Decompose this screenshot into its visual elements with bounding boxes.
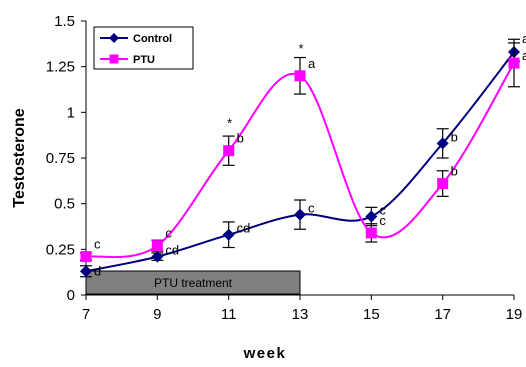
x-tick-label: 13 [292,306,309,323]
data-point [365,210,378,223]
treatment-annotation: PTU treatment [85,270,301,295]
data-point [365,227,377,239]
significance-label: a [308,56,316,71]
significance-label: cd [237,221,251,236]
y-tick-label: 0.5 [54,196,75,213]
significance-label: d [94,263,101,278]
series-ptu: ccb*a*cba [80,38,526,263]
x-tick-label: 15 [363,306,380,323]
significance-label: cd [165,243,179,258]
significance-star: * [298,41,303,56]
data-point [508,57,520,69]
x-tick-label: 11 [221,306,237,323]
data-point [294,208,306,221]
significance-label: a [522,48,526,63]
x-tick-label: 7 [82,306,90,323]
significance-label: c [308,201,315,216]
legend-item: PTU [100,54,155,66]
treatment-bar [85,270,301,295]
legend-marker [109,54,119,64]
data-point [151,240,163,252]
x-tick-label: 17 [434,306,451,323]
data-point [437,178,449,190]
axes: 0 0.25 0.5 0.75 1 1.25 1.5 7 9 11 13 15 17 19 [46,13,523,323]
significance-label: c [165,226,172,241]
significance-label: a [522,31,526,46]
x-tick-label: 9 [153,306,161,323]
legend: Control PTU [93,26,194,70]
significance-label: b [237,131,244,146]
significance-star: * [227,116,232,131]
data-point [223,145,235,157]
y-tick-label: 0.75 [46,150,75,167]
x-tick-label: 19 [506,306,523,323]
legend-label: PTU [133,54,155,66]
data-point [436,137,449,150]
data-point [222,228,235,241]
significance-label: c [379,202,386,217]
y-tick-label: 1.5 [54,13,75,30]
significance-label: b [451,164,458,179]
treatment-label: PTU treatment [154,276,233,290]
legend-marker [109,33,119,43]
significance-label: c [94,237,101,252]
y-tick-label: 1.25 [46,59,75,76]
significance-label: b [451,129,458,144]
y-tick-label: 1 [67,104,75,121]
x-axis-label: week [243,345,287,362]
y-tick-label: 0.25 [46,241,75,258]
legend-item: Control [100,33,172,45]
data-point [294,70,306,82]
legend-label: Control [133,33,172,45]
significance-label: c [379,213,386,228]
data-point [80,265,92,278]
data-point [80,251,92,263]
y-axis-label: Testosterone [11,108,28,207]
y-tick-label: 0 [67,287,75,304]
data-point [151,250,164,263]
